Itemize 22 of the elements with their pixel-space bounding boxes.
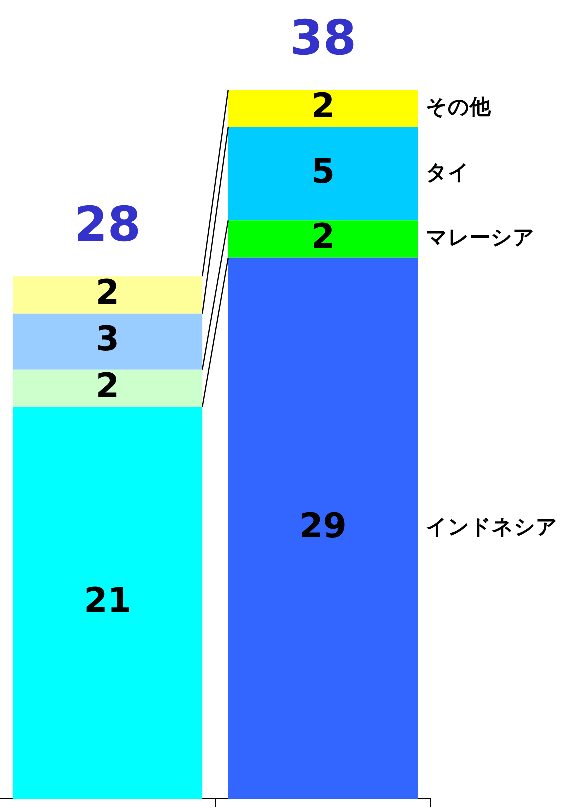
bar [228, 220, 418, 258]
data-label: 29 [300, 506, 347, 546]
bar [228, 90, 418, 128]
series-label: マレーシア [426, 226, 536, 250]
total-label: 28 [74, 197, 142, 254]
bar [12, 276, 203, 314]
data-label: 2 [96, 273, 120, 314]
data-label: 21 [84, 580, 132, 621]
data-label: 2 [311, 217, 336, 258]
data-label: 3 [96, 320, 120, 360]
data-label: 2 [311, 86, 336, 126]
series-label: タイ [426, 160, 470, 184]
bar [12, 370, 203, 408]
bar [228, 258, 418, 799]
total-label: 38 [290, 10, 357, 66]
data-label: 5 [311, 152, 336, 192]
series-label: その他 [426, 95, 492, 120]
bar [12, 314, 203, 370]
bar [12, 407, 203, 799]
series-label: インドネシア [426, 514, 558, 539]
data-label: 2 [96, 366, 120, 406]
bar [228, 127, 418, 221]
